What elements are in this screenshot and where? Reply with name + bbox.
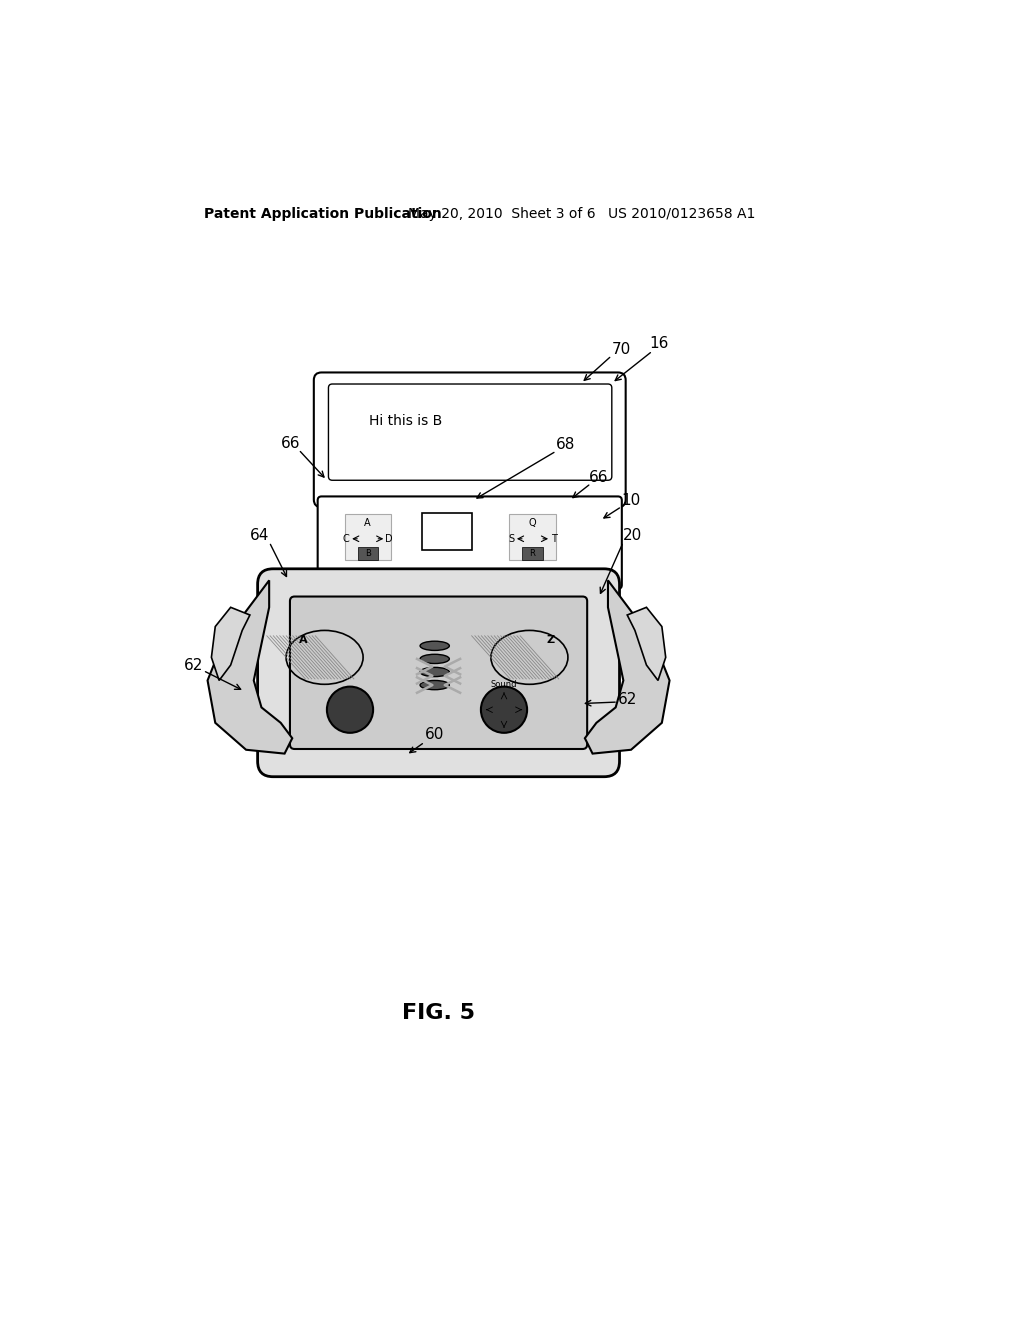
Text: T: T bbox=[551, 533, 557, 544]
Text: Patent Application Publication: Patent Application Publication bbox=[204, 207, 441, 220]
Text: 10: 10 bbox=[622, 492, 641, 508]
FancyBboxPatch shape bbox=[258, 569, 620, 776]
Text: 66: 66 bbox=[589, 470, 608, 486]
FancyBboxPatch shape bbox=[313, 372, 626, 507]
Text: C: C bbox=[343, 533, 349, 544]
Text: S: S bbox=[508, 533, 514, 544]
Polygon shape bbox=[208, 581, 292, 754]
Bar bbox=[422, 512, 472, 549]
Text: FIG. 5: FIG. 5 bbox=[402, 1003, 475, 1023]
Ellipse shape bbox=[420, 681, 450, 689]
Text: 66: 66 bbox=[281, 436, 300, 451]
FancyBboxPatch shape bbox=[345, 515, 391, 560]
Circle shape bbox=[481, 686, 527, 733]
Ellipse shape bbox=[420, 668, 450, 677]
Text: US 2010/0123658 A1: US 2010/0123658 A1 bbox=[608, 207, 756, 220]
FancyBboxPatch shape bbox=[317, 496, 622, 589]
Text: D: D bbox=[385, 533, 393, 544]
Text: 20: 20 bbox=[623, 528, 642, 544]
Text: A: A bbox=[299, 635, 307, 645]
Text: B: B bbox=[365, 549, 371, 558]
FancyBboxPatch shape bbox=[290, 597, 587, 748]
FancyBboxPatch shape bbox=[522, 548, 543, 560]
Text: Sound: Sound bbox=[490, 680, 517, 689]
FancyBboxPatch shape bbox=[357, 548, 378, 560]
Polygon shape bbox=[211, 607, 250, 681]
Text: 60: 60 bbox=[425, 727, 444, 742]
Text: R: R bbox=[529, 549, 536, 558]
Circle shape bbox=[327, 686, 373, 733]
Text: 64: 64 bbox=[250, 528, 269, 544]
Polygon shape bbox=[585, 581, 670, 754]
Ellipse shape bbox=[420, 655, 450, 664]
Ellipse shape bbox=[420, 642, 450, 651]
Text: 68: 68 bbox=[556, 437, 575, 453]
Text: Z: Z bbox=[547, 635, 555, 645]
FancyBboxPatch shape bbox=[329, 384, 611, 480]
Polygon shape bbox=[628, 607, 666, 681]
Text: Hi this is B: Hi this is B bbox=[370, 414, 442, 428]
Text: 62: 62 bbox=[618, 692, 638, 708]
Text: 70: 70 bbox=[612, 342, 632, 356]
Text: 16: 16 bbox=[649, 335, 669, 351]
Text: A: A bbox=[365, 519, 371, 528]
Text: May 20, 2010  Sheet 3 of 6: May 20, 2010 Sheet 3 of 6 bbox=[408, 207, 595, 220]
Text: Q: Q bbox=[528, 519, 537, 528]
Text: 62: 62 bbox=[184, 657, 204, 673]
FancyBboxPatch shape bbox=[509, 515, 556, 560]
